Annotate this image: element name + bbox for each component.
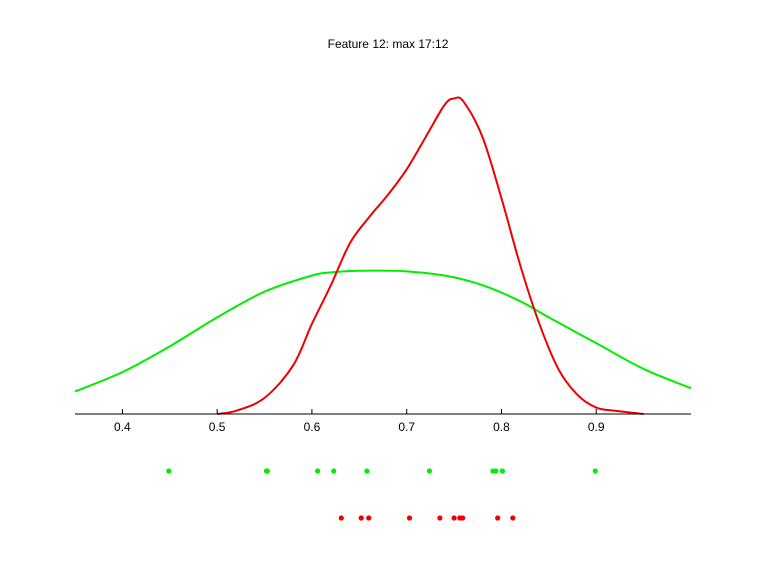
sample-point-1 — [364, 468, 370, 474]
sample-markers — [166, 468, 598, 521]
x-tick-label: 0.9 — [588, 420, 605, 434]
sample-point-2 — [437, 515, 443, 521]
sample-point-1 — [426, 468, 433, 474]
sample-point-1 — [499, 468, 506, 474]
density-curves — [74, 96, 692, 415]
sample-point-2 — [338, 515, 344, 521]
sample-point-2 — [510, 515, 516, 521]
sample-point-2 — [460, 515, 466, 521]
sample-point-2 — [406, 515, 413, 521]
sample-point-2 — [451, 515, 457, 521]
density-curve-2 — [216, 96, 644, 415]
x-tick-label: 0.8 — [493, 420, 510, 434]
sample-point-1 — [315, 468, 321, 474]
sample-point-2 — [358, 515, 364, 521]
density-curve-1 — [74, 269, 692, 393]
x-tick-label: 0.7 — [398, 420, 415, 434]
sample-point-1 — [331, 468, 337, 474]
sample-point-1 — [264, 468, 270, 474]
x-tick-label: 0.4 — [114, 420, 131, 434]
x-axis-ticks: 0.4 0.5 0.6 0.7 0.8 0.9 — [114, 409, 605, 434]
chart-title: Feature 12: max 17:12 — [328, 37, 449, 51]
sample-point-1 — [592, 468, 598, 474]
sample-point-2 — [495, 515, 501, 521]
x-tick-label: 0.6 — [304, 420, 321, 434]
sample-point-2 — [366, 515, 372, 521]
x-tick-label: 0.5 — [209, 420, 226, 434]
sample-point-1 — [493, 468, 499, 474]
sample-point-1 — [166, 468, 172, 474]
